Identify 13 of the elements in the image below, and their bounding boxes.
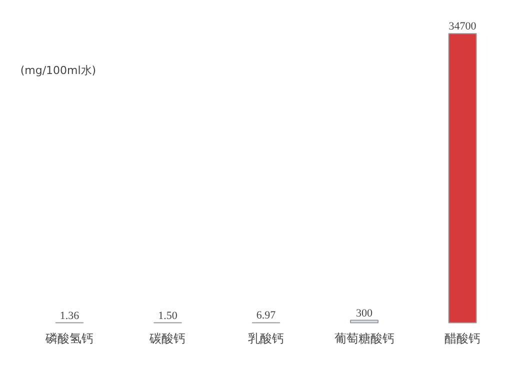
bar — [350, 320, 379, 324]
data-label: 34700 — [448, 20, 477, 33]
x-tick-label: 乳酸钙 — [248, 331, 284, 346]
data-label: 1.50 — [158, 310, 178, 322]
x-tick-label: 醋酸钙 — [444, 331, 481, 346]
annotation: (mg/100ml水) — [20, 64, 96, 78]
data-label: 1.36 — [60, 310, 80, 322]
x-tick-label: 碳酸钙 — [148, 331, 186, 346]
x-tick-label: 磷酸氢钙 — [44, 331, 94, 346]
bar — [448, 33, 477, 324]
x-tick-label: 葡萄糖酸钙 — [334, 331, 394, 346]
data-label: 6.97 — [256, 310, 276, 322]
data-label: 300 — [356, 307, 374, 320]
